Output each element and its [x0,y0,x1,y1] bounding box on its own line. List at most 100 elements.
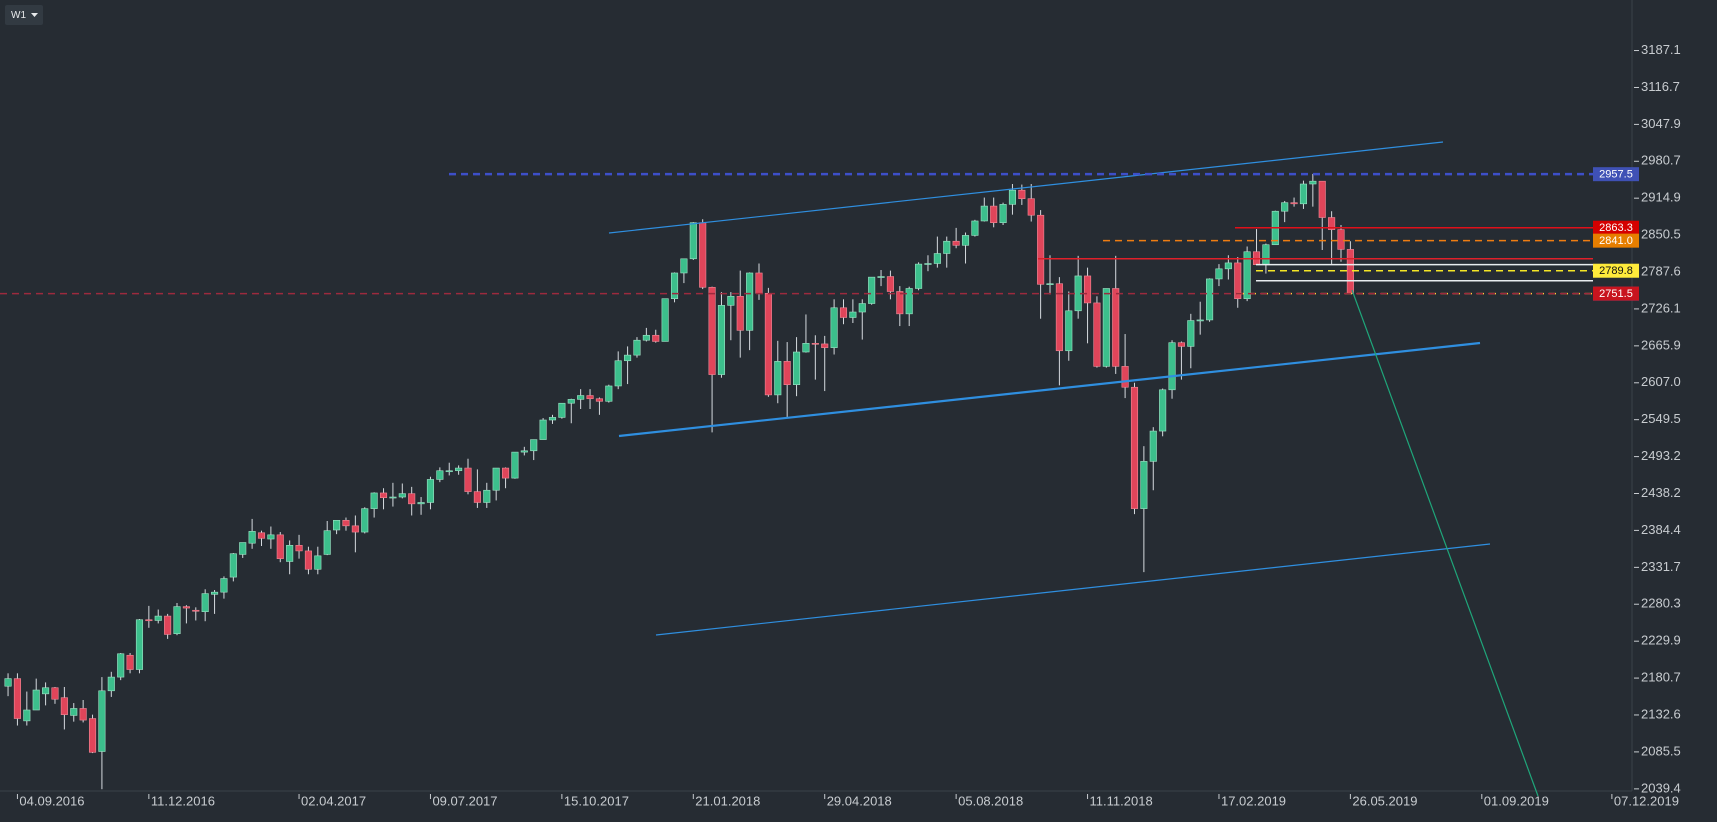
candle-body [999,204,1007,223]
price-level-box [1593,286,1639,301]
candle-body [79,708,87,721]
candle-body [764,292,772,396]
trend-line [608,141,1444,234]
candle-body [971,220,979,236]
candle-body [1018,189,1026,199]
candle-body [192,609,200,612]
candle-body [1027,198,1035,216]
candle-body [924,263,932,265]
candle-body [793,351,801,385]
y-tick-label: 3116.7 [1641,79,1680,94]
candle-body [4,678,12,687]
candle-body [220,578,228,593]
timeframe-selector[interactable]: W1 [5,5,43,25]
candle-body [1008,189,1017,205]
candle-body [1328,217,1336,230]
candle-body [586,395,594,400]
candle-body [961,235,970,246]
trend-line [618,341,1481,438]
candle-body [558,402,566,418]
x-tick-label: 09.07.2017 [432,793,497,808]
candle-body [107,676,115,692]
candle-body [70,708,78,716]
x-tick-label: 29.04.2018 [827,793,892,808]
candle-body [595,398,603,402]
y-tick-label: 2280.3 [1641,596,1681,611]
candle-body [577,395,585,400]
candle-body [1055,283,1063,352]
x-tick-label: 07.12.2019 [1614,793,1679,808]
price-level-label: 2957.5 [1599,169,1633,181]
candle-body [473,491,481,503]
candle-body [605,385,613,402]
candle-body [276,534,284,559]
candle-body [670,272,679,299]
candle-body [1121,366,1129,388]
y-tick-label: 2438.2 [1641,485,1681,500]
y-tick-label: 2665.9 [1641,337,1681,352]
candle-body [1046,283,1054,285]
candle-body [304,550,312,570]
candle-body [229,553,237,578]
x-tick-label: 21.01.2018 [695,793,760,808]
x-tick-label: 26.05.2019 [1352,793,1417,808]
candle-body [877,276,885,278]
trend-line [655,543,1491,636]
candle-body [1084,275,1092,304]
candle-body [633,339,641,356]
y-tick-label: 2726.1 [1641,300,1681,315]
candle-body [1187,320,1195,347]
candle-body [483,489,491,503]
candle-body [530,439,538,452]
x-tick-label: 11.11.2018 [1090,793,1153,808]
trend-line [1351,289,1539,797]
candle-body [1346,249,1354,294]
candle-body [1224,262,1232,270]
candle-body [821,343,829,348]
candle-body [60,697,68,715]
candle-body [492,467,500,491]
candle-body [370,492,378,509]
candle-body [1177,342,1185,347]
candle-body [408,493,416,505]
candle-body [802,343,810,353]
candle-body [211,591,219,595]
candle-body [1215,268,1223,280]
candle-body [811,343,819,345]
candle-body [708,286,716,375]
candle-body [417,502,425,505]
y-tick-label: 2229.9 [1641,633,1681,648]
candle-body [746,272,754,331]
timeframe-label[interactable]: W1 [11,10,26,21]
x-tick-label: 15.10.2017 [564,793,629,808]
candle-body [736,295,744,331]
candle-body [1206,278,1214,321]
candle-body [717,305,726,375]
y-tick-label: 2493.2 [1641,448,1681,463]
y-tick-label: 2850.5 [1641,227,1681,242]
dropdown-caret[interactable] [31,13,38,17]
candle-body [1159,389,1167,432]
y-tick-label: 2980.7 [1641,153,1681,168]
candle-body [379,492,388,499]
candle-body [164,615,172,635]
candle-body [1262,244,1270,265]
candle-body [1196,319,1204,322]
candle-body [980,205,988,222]
candle-body [42,687,50,695]
x-tick-label: 04.09.2016 [19,793,84,808]
candle-body [1309,180,1317,185]
candle-body [990,205,998,223]
candle-body [886,276,894,292]
candle-body [830,307,838,348]
candle-body [248,531,256,544]
candle-body [1093,302,1101,367]
candle-body [295,545,303,552]
candle-body [389,496,397,499]
candle-body [361,508,369,533]
candle-body [257,532,266,539]
timeframe-box[interactable] [5,5,43,25]
